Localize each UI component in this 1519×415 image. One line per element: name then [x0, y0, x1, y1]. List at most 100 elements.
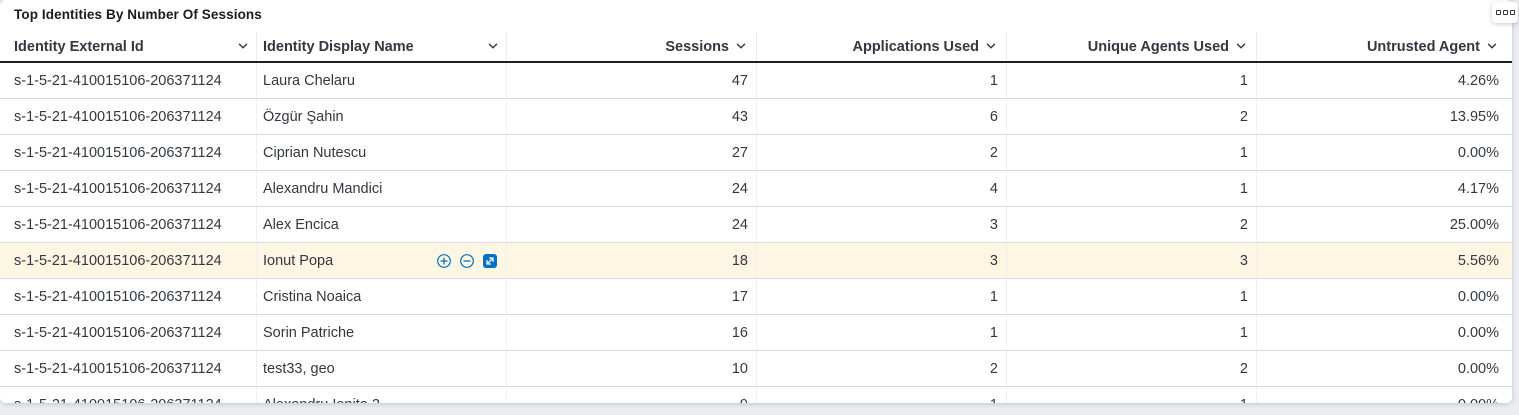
column-header-id[interactable]: Identity External Id: [8, 32, 257, 61]
cell-id[interactable]: s-1-5-21-410015106-206371124: [8, 279, 257, 314]
cell-sessions[interactable]: 16: [507, 315, 757, 350]
cell-apps[interactable]: 2: [757, 351, 1007, 386]
cell-name[interactable]: Sorin Patriche: [257, 315, 507, 350]
cell-untrusted[interactable]: 0.00%: [1257, 279, 1507, 314]
table-row: s-1-5-21-410015106-206371124 Laura Chelar…: [0, 63, 1512, 99]
table-row: s-1-5-21-410015106-206371124 Ciprian Nute…: [0, 135, 1512, 171]
table-row: s-1-5-21-410015106-206371124 Alexandru Io…: [0, 387, 1512, 403]
cell-untrusted[interactable]: 0.00%: [1257, 387, 1507, 404]
cell-sessions[interactable]: 27: [507, 135, 757, 170]
cell-agents[interactable]: 2: [1007, 99, 1257, 134]
cell-value: s-1-5-21-410015106-206371124: [14, 252, 222, 269]
chevron-down-icon[interactable]: [734, 39, 748, 57]
cell-name[interactable]: Cristina Noaica: [257, 279, 507, 314]
filter-out-button[interactable]: [459, 253, 475, 269]
cell-apps[interactable]: 6: [757, 99, 1007, 134]
cell-agents[interactable]: 1: [1007, 63, 1257, 98]
cell-id[interactable]: s-1-5-21-410015106-206371124: [8, 207, 257, 242]
cell-id[interactable]: s-1-5-21-410015106-206371124: [8, 99, 257, 134]
cell-name[interactable]: Alexandru Mandici: [257, 171, 507, 206]
cell-sessions[interactable]: 43: [507, 99, 757, 134]
table-row: s-1-5-21-410015106-206371124 Ionut Popa 18…: [0, 243, 1512, 279]
cell-apps[interactable]: 1: [757, 63, 1007, 98]
cell-untrusted[interactable]: 25.00%: [1257, 207, 1507, 242]
cell-value: 3: [1239, 252, 1248, 269]
cell-id[interactable]: s-1-5-21-410015106-206371124: [8, 315, 257, 350]
cell-value: Ionut Popa: [263, 252, 334, 269]
cell-id[interactable]: s-1-5-21-410015106-206371124: [8, 243, 257, 278]
cell-value: Özgür Şahin: [263, 108, 344, 125]
panel-options-button[interactable]: [1492, 2, 1518, 23]
column-header-label: Identity External Id: [14, 38, 144, 55]
cell-agents[interactable]: 1: [1007, 279, 1257, 314]
boxes-horizontal-icon: [1495, 10, 1515, 15]
cell-untrusted[interactable]: 0.00%: [1257, 351, 1507, 386]
column-header-name[interactable]: Identity Display Name: [257, 32, 507, 61]
expand-cell-button[interactable]: [482, 253, 498, 269]
cell-id[interactable]: s-1-5-21-410015106-206371124: [8, 387, 257, 403]
cell-untrusted[interactable]: 5.56%: [1257, 243, 1507, 278]
column-header-agents[interactable]: Unique Agents Used: [1007, 32, 1257, 61]
cell-id[interactable]: s-1-5-21-410015106-206371124: [8, 171, 257, 206]
cell-apps[interactable]: 3: [757, 207, 1007, 242]
cell-id[interactable]: s-1-5-21-410015106-206371124: [8, 135, 257, 170]
cell-value: 25.00%: [1449, 216, 1499, 233]
cell-value: 2: [1239, 108, 1248, 125]
cell-untrusted[interactable]: 13.95%: [1257, 99, 1507, 134]
cell-value: 24: [731, 216, 748, 233]
cell-value: 5.56%: [1457, 252, 1499, 269]
cell-id[interactable]: s-1-5-21-410015106-206371124: [8, 63, 257, 98]
cell-id[interactable]: s-1-5-21-410015106-206371124: [8, 351, 257, 386]
table-row: s-1-5-21-410015106-206371124 Sorin Patric…: [0, 315, 1512, 351]
plus-in-circle-icon: [436, 253, 452, 269]
cell-sessions[interactable]: 17: [507, 279, 757, 314]
column-header-label: Identity Display Name: [263, 38, 414, 55]
cell-sessions[interactable]: 9: [507, 387, 757, 403]
chevron-down-icon[interactable]: [236, 39, 250, 57]
cell-agents[interactable]: 1: [1007, 135, 1257, 170]
cell-agents[interactable]: 2: [1007, 351, 1257, 386]
cell-name[interactable]: Alex Encica: [257, 207, 507, 242]
cell-untrusted[interactable]: 4.17%: [1257, 171, 1507, 206]
cell-agents[interactable]: 1: [1007, 387, 1257, 403]
chevron-down-icon[interactable]: [984, 39, 998, 57]
cell-untrusted[interactable]: 0.00%: [1257, 135, 1507, 170]
cell-sessions[interactable]: 10: [507, 351, 757, 386]
cell-agents[interactable]: 1: [1007, 315, 1257, 350]
cell-name[interactable]: test33, geo: [257, 351, 507, 386]
cell-name[interactable]: Alexandru Ionita 2: [257, 387, 507, 403]
cell-apps[interactable]: 1: [757, 315, 1007, 350]
cell-agents[interactable]: 3: [1007, 243, 1257, 278]
cell-name[interactable]: Özgür Şahin: [257, 99, 507, 134]
cell-apps[interactable]: 1: [757, 387, 1007, 403]
top-identities-panel: Top Identities By Number Of Sessions Ide…: [0, 0, 1512, 403]
cell-apps[interactable]: 2: [757, 135, 1007, 170]
chevron-down-icon[interactable]: [486, 39, 500, 57]
filter-for-button[interactable]: [436, 253, 452, 269]
chevron-down-icon[interactable]: [1485, 39, 1499, 57]
cell-name[interactable]: Ciprian Nutescu: [257, 135, 507, 170]
cell-untrusted[interactable]: 0.00%: [1257, 315, 1507, 350]
cell-value: s-1-5-21-410015106-206371124: [14, 216, 222, 233]
cell-value: 2: [1239, 360, 1248, 377]
cell-apps[interactable]: 3: [757, 243, 1007, 278]
cell-name[interactable]: Ionut Popa: [257, 243, 507, 278]
cell-sessions[interactable]: 18: [507, 243, 757, 278]
cell-sessions[interactable]: 47: [507, 63, 757, 98]
cell-agents[interactable]: 1: [1007, 171, 1257, 206]
cell-value: s-1-5-21-410015106-206371124: [14, 360, 222, 377]
cell-value: 3: [989, 216, 998, 233]
cell-name[interactable]: Laura Chelaru: [257, 63, 507, 98]
chevron-down-icon[interactable]: [1234, 39, 1248, 57]
cell-agents[interactable]: 2: [1007, 207, 1257, 242]
cell-sessions[interactable]: 24: [507, 207, 757, 242]
table-row: s-1-5-21-410015106-206371124 Özgür Şahin 4…: [0, 99, 1512, 135]
column-header-apps[interactable]: Applications Used: [757, 32, 1007, 61]
column-header-untrusted[interactable]: Untrusted Agent: [1257, 32, 1507, 61]
column-header-sessions[interactable]: Sessions: [507, 32, 757, 61]
cell-value: s-1-5-21-410015106-206371124: [14, 324, 222, 341]
cell-apps[interactable]: 4: [757, 171, 1007, 206]
cell-apps[interactable]: 1: [757, 279, 1007, 314]
cell-sessions[interactable]: 24: [507, 171, 757, 206]
cell-untrusted[interactable]: 4.26%: [1257, 63, 1507, 98]
